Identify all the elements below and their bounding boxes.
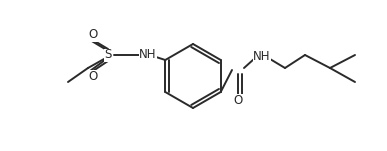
Text: S: S <box>104 48 112 61</box>
Text: O: O <box>233 93 243 106</box>
Text: NH: NH <box>253 50 271 64</box>
Text: O: O <box>88 29 98 42</box>
Text: O: O <box>88 69 98 82</box>
Text: NH: NH <box>139 48 157 61</box>
